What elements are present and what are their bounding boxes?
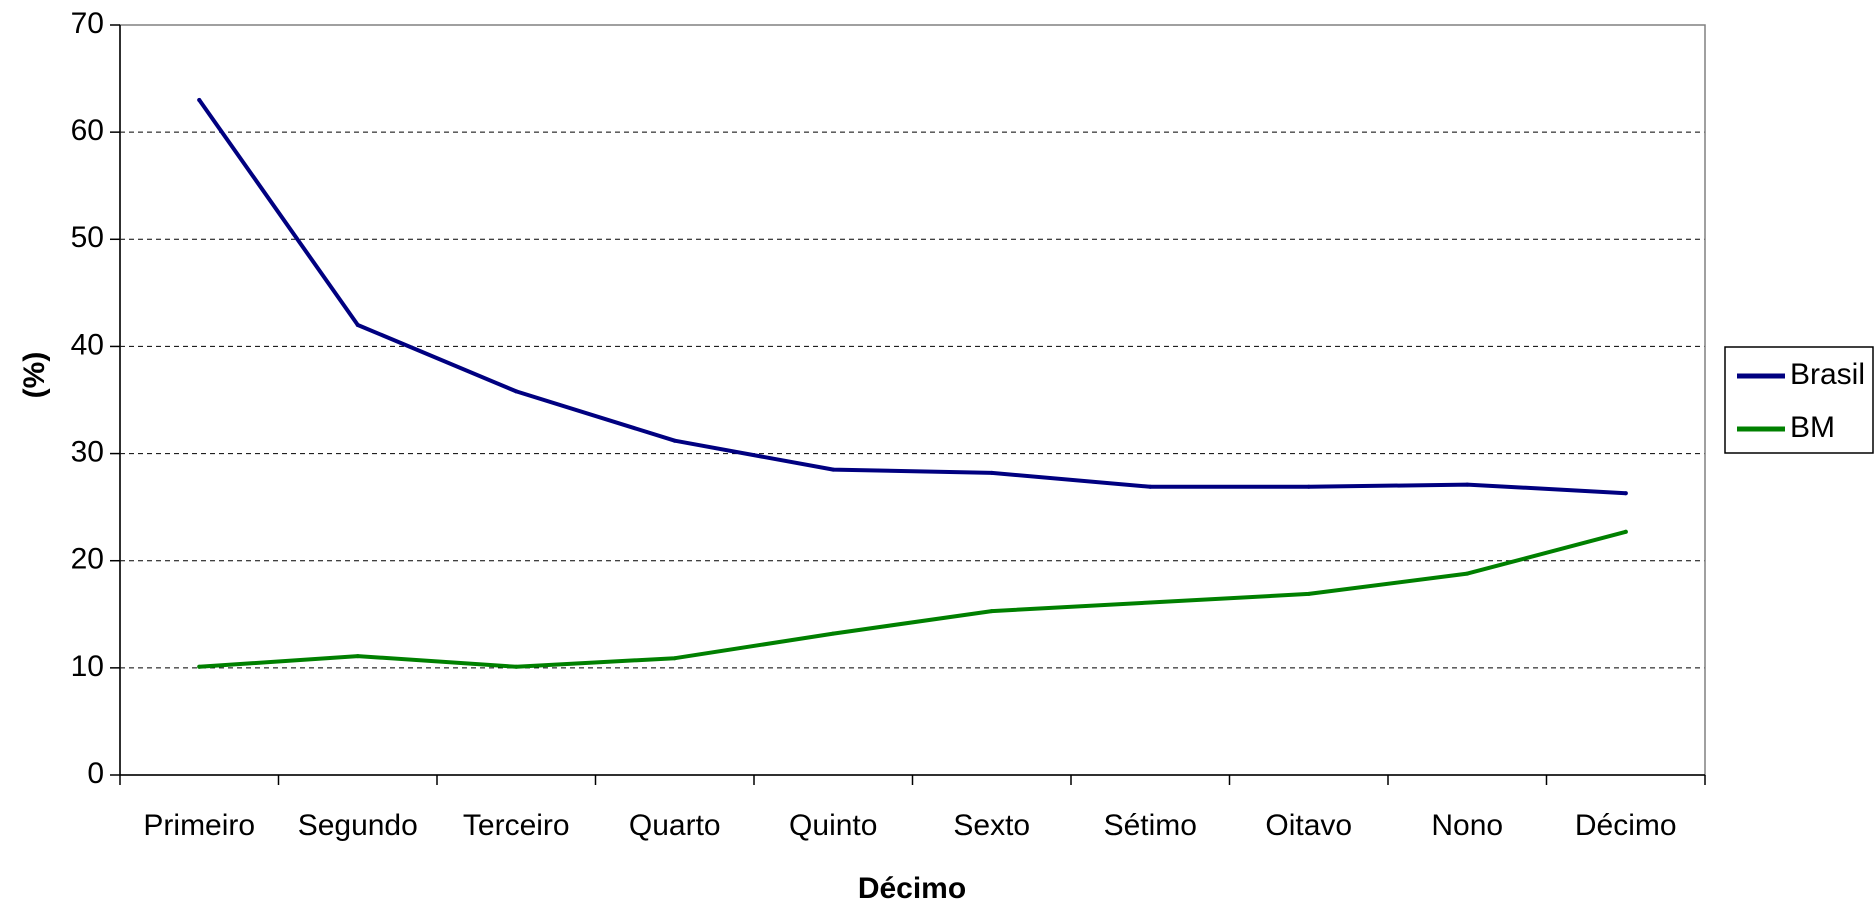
x-tick-label: Primeiro [143, 809, 255, 842]
x-tick-label: Décimo [1575, 809, 1677, 842]
data-point-bm [1148, 600, 1153, 605]
y-tick-label: 50 [71, 221, 104, 254]
data-point-bm [514, 664, 519, 669]
legend-label-brasil: Brasil [1790, 358, 1865, 391]
data-point-brasil [1306, 484, 1311, 489]
y-axis-title: (%) [18, 352, 51, 399]
gridlines [120, 131, 1705, 669]
data-point-brasil [989, 470, 994, 475]
x-tick-label: Nono [1431, 809, 1503, 842]
data-point-brasil [831, 467, 836, 472]
y-axis: 0 10 20 30 40 50 60 70 [71, 7, 121, 790]
x-tick-label: Terceiro [463, 809, 570, 842]
data-point-bm [831, 631, 836, 636]
data-point-brasil [1148, 484, 1153, 489]
data-point-bm [1306, 591, 1311, 596]
data-point-bm [197, 664, 202, 669]
y-tick-label: 0 [87, 757, 104, 790]
legend-box [1724, 346, 1874, 454]
y-tick-label: 30 [71, 435, 104, 468]
data-point-bm [355, 654, 360, 659]
y-tick-label: 20 [71, 543, 104, 576]
y-tick-label: 10 [71, 650, 104, 683]
data-point-brasil [1623, 491, 1628, 496]
legend-label-bm: BM [1790, 411, 1835, 444]
series-line-bm [197, 529, 1628, 669]
data-point-bm [672, 656, 677, 661]
x-tick-label: Quarto [629, 809, 721, 842]
data-point-brasil [514, 389, 519, 394]
data-point-brasil [197, 98, 202, 102]
x-tick-label: Oitavo [1265, 809, 1352, 842]
data-point-bm [989, 609, 994, 614]
x-axis: Primeiro Segundo Terceiro Quarto Quinto Sexto… [119, 774, 1706, 842]
data-point-bm [1623, 529, 1628, 534]
data-point-brasil [672, 438, 677, 443]
x-tick-label: Segundo [298, 809, 418, 842]
plot-area-frame [119, 24, 1706, 776]
y-tick-label: 40 [71, 328, 104, 361]
x-tick-label: Quinto [789, 809, 877, 842]
x-axis-title: Décimo [858, 872, 966, 901]
x-tick-label: Sexto [953, 809, 1030, 842]
data-point-brasil [355, 323, 360, 327]
y-tick-label: 70 [71, 7, 104, 40]
series-line-brasil [197, 98, 1628, 496]
y-tick-label: 60 [71, 114, 104, 147]
legend: Brasil BM [1724, 346, 1874, 454]
x-tick-label: Sétimo [1104, 809, 1197, 842]
series-lines [197, 98, 1628, 669]
data-point-brasil [1465, 482, 1470, 487]
data-point-bm [1465, 571, 1470, 576]
